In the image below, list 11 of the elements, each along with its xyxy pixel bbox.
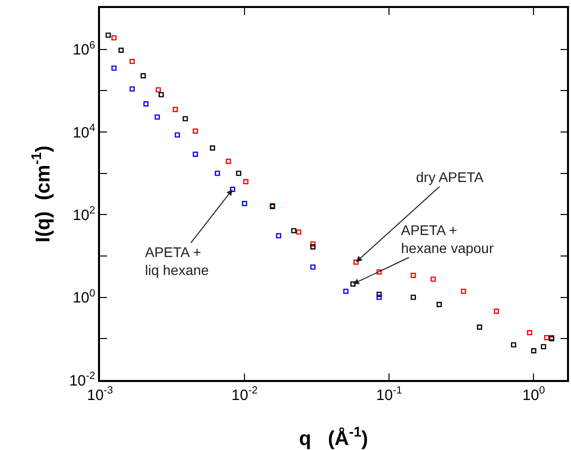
x-tick-label: 10$^{-1}$ xyxy=(376,384,402,404)
x-axis-title: q (Å$^{-1}$) xyxy=(298,424,368,450)
x-tick-label: 10$^{0}$ xyxy=(522,384,546,404)
annotation: dry APETA xyxy=(416,169,484,185)
y-tick-label: 10$^{4}$ xyxy=(72,122,96,142)
annotation: APETA + hexane vapour xyxy=(401,222,494,256)
x-tick-label: 10$^{-2}$ xyxy=(232,384,258,404)
annotation: APETA + liq hexane xyxy=(145,244,210,278)
y-tick-label: 10$^{0}$ xyxy=(72,287,96,307)
y-tick-label: 10$^{6}$ xyxy=(72,39,96,59)
y-tick-label: 10$^{2}$ xyxy=(72,204,96,224)
